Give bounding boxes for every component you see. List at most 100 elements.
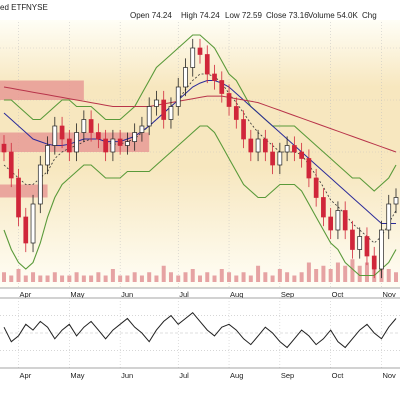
- candle: [23, 207, 29, 253]
- candle-body: [335, 210, 341, 231]
- x-label-may: May: [70, 290, 84, 299]
- volume-bar: [125, 275, 130, 282]
- candle-body: [321, 197, 326, 218]
- volume-bar: [277, 269, 282, 282]
- oscillator-x-label-may: May: [70, 371, 84, 380]
- candle: [277, 142, 283, 175]
- exchange-name: NYSE: [26, 3, 48, 12]
- oscillator-x-label-apr: Apr: [20, 371, 32, 380]
- candle-body: [357, 236, 363, 250]
- candle-body: [212, 73, 217, 81]
- volume-bar: [190, 269, 195, 282]
- oscillator-line: [3, 312, 397, 349]
- candle: [30, 194, 36, 253]
- volume-bar: [16, 269, 21, 282]
- oscillator-x-label-nov: Nov: [382, 371, 396, 380]
- candle: [168, 97, 174, 129]
- candle: [219, 71, 225, 103]
- volume-bar: [328, 269, 333, 282]
- volume-bar: [52, 272, 57, 282]
- candle: [241, 110, 246, 149]
- volume-bar: [386, 269, 391, 282]
- candle: [371, 246, 377, 279]
- candle-body: [59, 125, 65, 140]
- volume-bars: [2, 256, 398, 282]
- candle: [161, 90, 167, 129]
- volume-bar: [234, 275, 239, 282]
- volume-bar: [299, 272, 304, 282]
- candle-body: [226, 93, 232, 107]
- volume-bar: [2, 272, 6, 282]
- volume-bar: [31, 272, 36, 282]
- volume-bar: [212, 275, 217, 282]
- volume-bar: [219, 269, 224, 282]
- candle-body: [248, 138, 254, 153]
- oscillator-x-label-oct: Oct: [332, 371, 345, 380]
- candle: [154, 90, 159, 116]
- candle-body: [96, 132, 101, 140]
- x-label-oct: Oct: [332, 290, 345, 299]
- candle-body: [379, 229, 384, 270]
- candle: [197, 38, 203, 64]
- candle-body: [175, 86, 181, 107]
- candle-body: [110, 138, 116, 153]
- price-x-axis-labels: Apr May Jun Jul Aug Sep Oct Nov: [20, 290, 397, 299]
- volume-bar: [285, 272, 290, 282]
- candle-body: [277, 151, 283, 166]
- candle-body: [45, 145, 50, 166]
- candle: [110, 129, 116, 162]
- price-panel-background: [0, 20, 400, 288]
- candle-body: [23, 216, 29, 244]
- volume-bar: [139, 275, 144, 282]
- volume-bar: [256, 265, 261, 282]
- volume-bar: [60, 275, 65, 282]
- candle-body: [386, 203, 392, 231]
- candle-body: [204, 54, 210, 75]
- candle: [96, 123, 101, 149]
- candle: [328, 207, 334, 240]
- volume-bar: [205, 272, 210, 282]
- quote-high: High 74.24: [181, 11, 220, 20]
- candle: [321, 188, 326, 227]
- candle: [8, 142, 14, 188]
- volume-bar: [67, 275, 72, 282]
- volume-bar: [241, 272, 246, 282]
- volume-bar: [270, 275, 275, 282]
- x-label-jul: Jul: [179, 290, 189, 299]
- candle: [66, 129, 72, 162]
- candle-body: [313, 177, 319, 198]
- x-label-aug: Aug: [230, 290, 243, 299]
- volume-bar: [154, 275, 159, 282]
- candle-body: [342, 210, 348, 231]
- candle-body: [8, 151, 14, 179]
- candle-body: [219, 80, 225, 94]
- oscillator-x-label-jul: Jul: [179, 371, 189, 380]
- candle: [125, 132, 130, 155]
- candle: [81, 110, 87, 142]
- candle-body: [103, 138, 108, 153]
- volume-bar: [343, 265, 348, 282]
- volume-bar: [394, 272, 398, 282]
- x-label-nov: Nov: [382, 290, 396, 299]
- volume-bar: [198, 275, 202, 282]
- candle: [379, 220, 384, 279]
- volume-bar: [306, 262, 311, 282]
- candle-body: [292, 145, 297, 153]
- volume-bar: [9, 275, 14, 282]
- candle: [37, 155, 43, 214]
- quote-volume: Volume 54.0K: [308, 11, 358, 20]
- candle: [284, 136, 290, 162]
- candle: [204, 45, 210, 84]
- candle-body: [241, 119, 246, 140]
- oscillator-gridlines: [0, 298, 400, 368]
- volume-bar: [110, 269, 115, 282]
- candle: [117, 129, 123, 155]
- volume-bar: [96, 272, 101, 282]
- candle: [52, 116, 58, 155]
- candle-body: [393, 197, 399, 205]
- candle: [74, 123, 79, 162]
- symbol-name: ed ETF: [0, 3, 26, 12]
- header-background: [0, 0, 400, 22]
- candle-body: [371, 255, 377, 270]
